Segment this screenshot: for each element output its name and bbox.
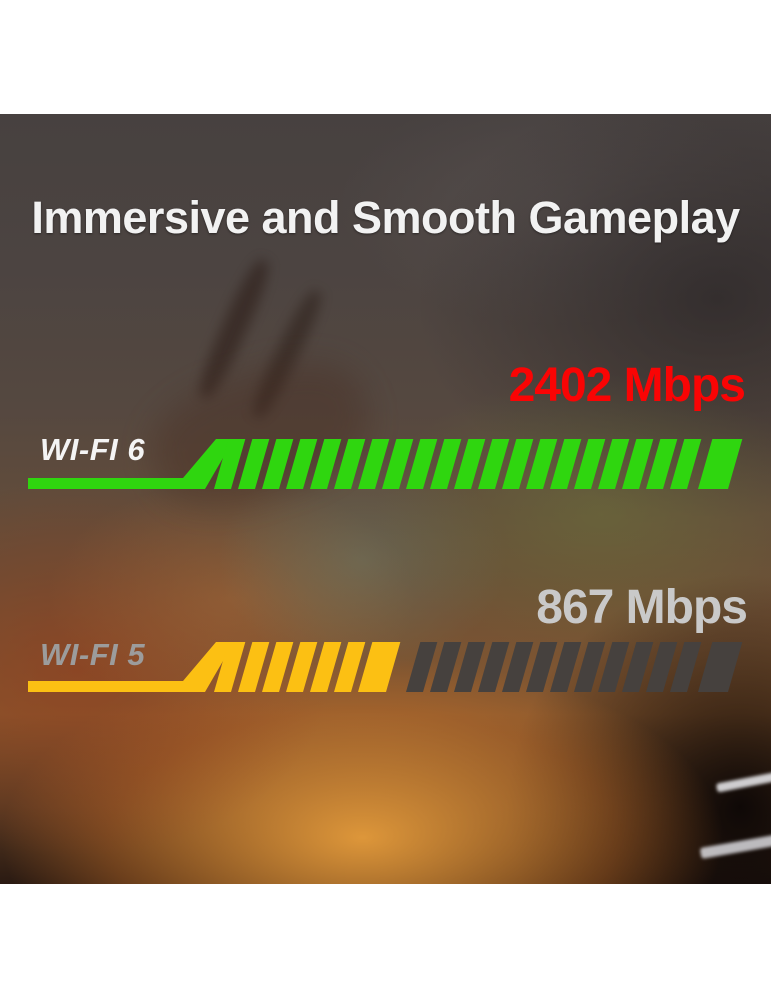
bar-end-cap	[698, 439, 743, 489]
light-streak	[715, 768, 771, 793]
wifi6-speed-value: 2402 Mbps	[508, 359, 746, 412]
wifi6-label: WI-FI 6	[40, 432, 146, 467]
wifi5-bar-swoosh	[28, 642, 234, 692]
wifi5-speed-value: 867 Mbps	[536, 581, 748, 634]
wifi5-bar-stripes	[214, 642, 745, 692]
bar-end-cap	[698, 642, 743, 692]
game-background-image	[0, 114, 771, 884]
wifi5-speed-bar	[0, 642, 771, 692]
wifi6-bar-stripes	[214, 439, 745, 489]
light-streak	[699, 832, 771, 859]
wifi5-label: WI-FI 5	[40, 637, 146, 672]
headline: Immersive and Smooth Gameplay	[31, 192, 740, 243]
smoke-silhouette	[136, 342, 384, 526]
wifi6-bar-swoosh	[28, 439, 234, 489]
bar-stripe	[358, 642, 401, 692]
wifi6-speed-bar	[0, 439, 771, 489]
